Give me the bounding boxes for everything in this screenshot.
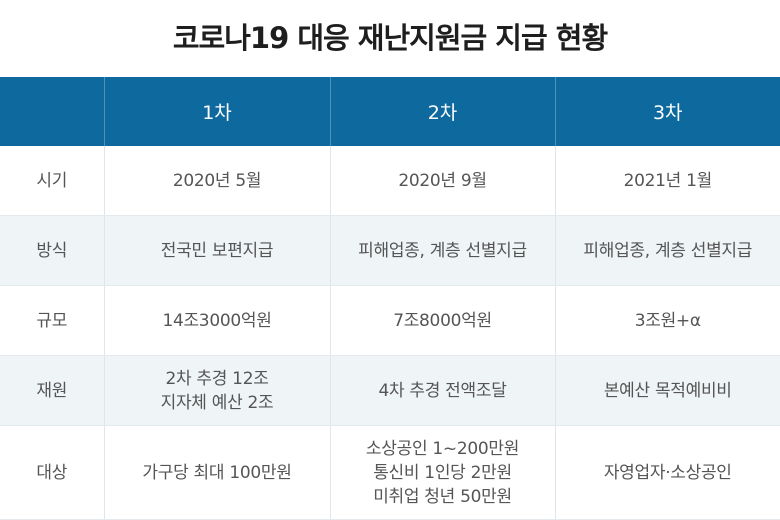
row-label: 대상 <box>0 425 104 520</box>
cell-text: 지자체 예산 2조 <box>160 392 274 413</box>
row-label: 시기 <box>0 146 104 216</box>
table-cell: 가구당 최대 100만원 <box>103 425 330 520</box>
cell-text: 3조원+α <box>634 310 701 331</box>
table-row-target: 대상 가구당 최대 100만원 소상공인 1~200만원 통신비 1인당 2만원… <box>0 425 780 520</box>
cell-text: 2020년 9월 <box>398 170 487 191</box>
table-row-timing: 시기 2020년 5월 2020년 9월 2021년 1월 <box>0 146 780 216</box>
cell-text: 가구당 최대 100만원 <box>142 462 292 483</box>
table-cell: 2차 추경 12조 지자체 예산 2조 <box>103 355 330 426</box>
table-row-method: 방식 전국민 보편지급 피해업종, 계층 선별지급 피해업종, 계층 선별지급 <box>0 215 780 286</box>
table-cell: 자영업자·소상공인 <box>554 425 780 520</box>
relief-fund-table: 1차 2차 3차 시기 2020년 5월 2020년 9월 2021년 1월 방… <box>0 77 780 520</box>
table-cell: 14조3000억원 <box>103 285 330 356</box>
table-cell: 2020년 5월 <box>103 146 330 216</box>
header-col-2: 2차 <box>329 77 555 146</box>
header-col-3: 3차 <box>554 77 780 146</box>
header-col-1: 1차 <box>103 77 330 146</box>
table-cell: 피해업종, 계층 선별지급 <box>554 215 780 286</box>
table-row-funding: 재원 2차 추경 12조 지자체 예산 2조 4차 추경 전액조달 본예산 목적… <box>0 355 780 426</box>
table-cell: 전국민 보편지급 <box>103 215 330 286</box>
cell-text: 14조3000억원 <box>162 310 272 331</box>
cell-text: 2차 추경 12조 <box>165 368 269 389</box>
cell-text: 4차 추경 전액조달 <box>378 380 507 401</box>
cell-text: 피해업종, 계층 선별지급 <box>583 240 753 261</box>
cell-text: 통신비 1인당 2만원 <box>373 462 512 483</box>
row-label: 재원 <box>0 355 104 426</box>
table-cell: 3조원+α <box>554 285 780 356</box>
table-cell: 본예산 목적예비비 <box>554 355 780 426</box>
table-cell: 4차 추경 전액조달 <box>329 355 555 426</box>
table-cell: 소상공인 1~200만원 통신비 1인당 2만원 미취업 청년 50만원 <box>329 425 555 520</box>
cell-text: 7조8000억원 <box>393 310 492 331</box>
cell-text: 미취업 청년 50만원 <box>373 486 512 507</box>
table-cell: 2021년 1월 <box>554 146 780 216</box>
page-title: 코로나19 대응 재난지원금 지급 현황 <box>172 21 608 55</box>
table-cell: 2020년 9월 <box>329 146 555 216</box>
row-label: 규모 <box>0 285 104 356</box>
table-cell: 피해업종, 계층 선별지급 <box>329 215 555 286</box>
table-cell: 7조8000억원 <box>329 285 555 356</box>
cell-text: 피해업종, 계층 선별지급 <box>358 240 527 261</box>
cell-text: 본예산 목적예비비 <box>603 380 732 401</box>
cell-text: 자영업자·소상공인 <box>603 462 732 483</box>
row-label: 방식 <box>0 215 104 286</box>
table-row-scale: 규모 14조3000억원 7조8000억원 3조원+α <box>0 285 780 356</box>
cell-text: 소상공인 1~200만원 <box>365 438 520 459</box>
header-corner <box>0 77 104 146</box>
cell-text: 2020년 5월 <box>172 170 262 191</box>
cell-text: 전국민 보편지급 <box>160 240 274 261</box>
header-row: 1차 2차 3차 <box>0 77 780 146</box>
cell-text: 2021년 1월 <box>623 170 713 191</box>
